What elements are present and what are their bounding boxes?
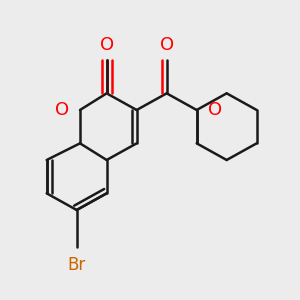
Text: O: O	[55, 101, 69, 119]
Text: O: O	[160, 36, 174, 54]
Text: Br: Br	[68, 256, 86, 274]
Text: O: O	[208, 101, 222, 119]
Text: O: O	[100, 36, 114, 54]
